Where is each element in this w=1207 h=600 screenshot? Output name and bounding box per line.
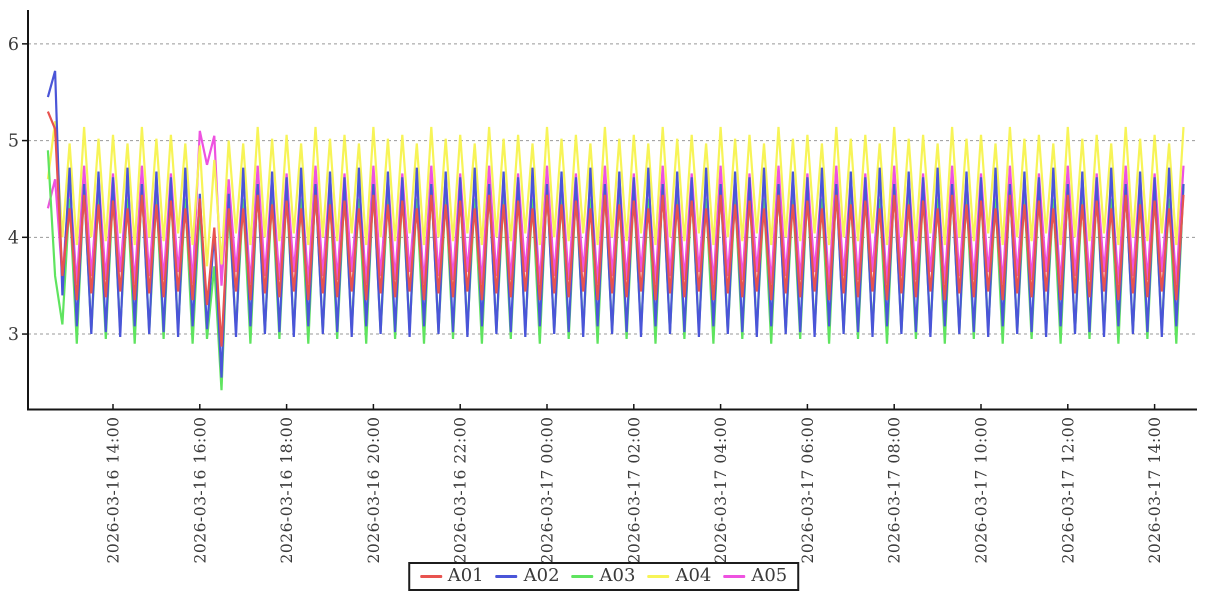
- x-tick-label: 2026-03-16 16:00: [191, 417, 209, 564]
- legend-label-a01: A01: [447, 565, 484, 586]
- legend: A01 A02 A03 A04 A05: [407, 562, 800, 591]
- x-tick-label: 2026-03-17 12:00: [1059, 417, 1077, 564]
- legend-swatch-a03: [571, 574, 594, 578]
- y-tick-label: 6: [8, 35, 19, 55]
- x-tick-label: 2026-03-17 14:00: [1146, 417, 1164, 564]
- y-tick-label: 3: [8, 325, 19, 345]
- legend-item-a02[interactable]: A02: [495, 565, 560, 586]
- x-tick-label: 2026-03-16 14:00: [105, 417, 123, 564]
- series-line-a01: [46, 111, 1185, 347]
- legend-label-a04: A04: [675, 565, 712, 586]
- legend-item-a01[interactable]: A01: [419, 565, 484, 586]
- x-tick-label: 2026-03-17 10:00: [973, 417, 991, 564]
- legend-item-a05[interactable]: A05: [723, 567, 787, 585]
- y-tick-label: 5: [8, 132, 19, 152]
- legend-item-a04[interactable]: A04: [647, 567, 711, 585]
- x-tick-label: 2026-03-17 04:00: [712, 417, 730, 564]
- legend-label-a05: A05: [751, 565, 788, 586]
- legend-swatch-a04: [647, 574, 670, 578]
- x-tick-label: 2026-03-16 18:00: [278, 417, 296, 564]
- y-tick-label: 4: [8, 228, 19, 248]
- x-tick-label: 2026-03-16 20:00: [365, 417, 383, 564]
- legend-swatch-a01: [419, 574, 442, 578]
- x-tick-label: 2026-03-17 00:00: [539, 417, 557, 564]
- legend-label-a02: A02: [523, 565, 560, 586]
- x-tick-label: 2026-03-17 02:00: [625, 417, 643, 564]
- legend-swatch-a02: [495, 574, 518, 578]
- axes: [22, 10, 1197, 411]
- x-tick-label: 2026-03-17 06:00: [799, 417, 817, 564]
- legend-swatch-a05: [723, 574, 746, 578]
- legend-item-a03[interactable]: A03: [571, 565, 636, 586]
- x-tick-label: 2026-03-17 08:00: [886, 416, 904, 563]
- series-line-a04: [46, 121, 1185, 267]
- x-tick-label: 2026-03-16 22:00: [452, 417, 470, 564]
- series-lines: [46, 70, 1185, 391]
- legend-label-a03: A03: [599, 565, 636, 586]
- axis-labels: 3 4 5 6 2026-03-16 14:00 2026-03-16 16:00 2026…: [8, 35, 1164, 564]
